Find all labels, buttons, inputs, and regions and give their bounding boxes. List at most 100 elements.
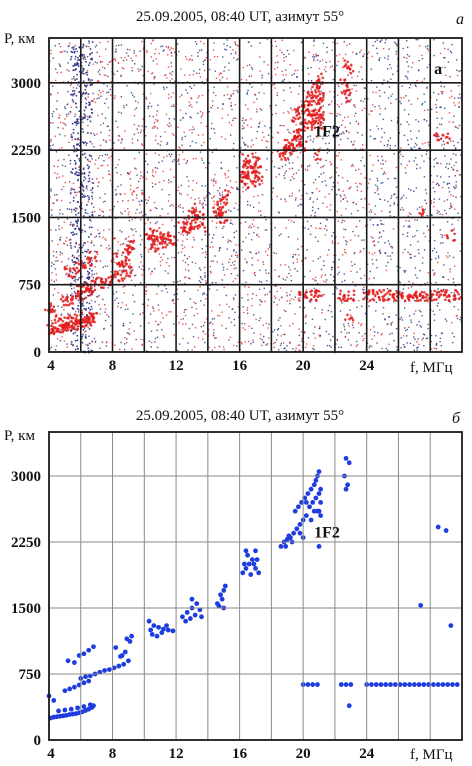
noise-speck bbox=[237, 208, 239, 211]
noise-speck bbox=[73, 146, 75, 148]
noise-speck bbox=[85, 330, 87, 332]
noise-speck bbox=[435, 334, 437, 337]
noise-speck bbox=[380, 167, 383, 170]
noise-speck bbox=[405, 219, 407, 222]
noise-speck bbox=[64, 118, 66, 120]
noise-speck bbox=[296, 69, 299, 72]
signal-point bbox=[322, 96, 325, 99]
noise-speck bbox=[438, 184, 440, 186]
noise-speck bbox=[49, 60, 51, 62]
noise-speck bbox=[140, 338, 142, 341]
signal-point bbox=[253, 170, 257, 174]
noise-speck bbox=[234, 41, 236, 43]
signal-point bbox=[153, 234, 156, 238]
noise-speck bbox=[406, 40, 408, 42]
signal-point bbox=[350, 316, 353, 320]
noise-speck bbox=[447, 182, 449, 185]
noise-speck bbox=[233, 318, 236, 321]
signal-point bbox=[386, 291, 389, 295]
noise-speck bbox=[77, 220, 79, 222]
noise-speck bbox=[297, 205, 299, 207]
noise-speck bbox=[341, 83, 343, 86]
noise-speck bbox=[88, 215, 91, 218]
noise-speck bbox=[355, 84, 357, 87]
noise-speck bbox=[83, 109, 86, 112]
noise-speck bbox=[82, 72, 85, 75]
noise-speck bbox=[321, 180, 323, 183]
signal-point bbox=[77, 262, 81, 266]
noise-speck bbox=[174, 80, 176, 82]
noise-speck bbox=[64, 124, 67, 126]
noise-speck bbox=[358, 299, 360, 302]
noise-speck bbox=[121, 139, 123, 141]
noise-speck bbox=[421, 339, 423, 341]
signal-point bbox=[107, 276, 110, 280]
noise-speck bbox=[363, 165, 366, 167]
noise-speck bbox=[314, 326, 316, 328]
noise-speck bbox=[284, 164, 287, 166]
noise-speck bbox=[131, 138, 134, 140]
noise-speck bbox=[154, 222, 157, 225]
noise-speck bbox=[301, 180, 303, 182]
noise-speck bbox=[92, 277, 95, 279]
signal-point bbox=[298, 299, 301, 302]
signal-point bbox=[433, 133, 436, 137]
noise-speck bbox=[135, 107, 138, 109]
noise-speck bbox=[115, 166, 117, 169]
signal-point bbox=[310, 128, 314, 131]
noise-speck bbox=[263, 335, 265, 338]
noise-speck bbox=[332, 185, 334, 188]
noise-speck bbox=[243, 127, 245, 129]
signal-point bbox=[240, 170, 244, 174]
noise-speck bbox=[83, 308, 85, 310]
signal-point bbox=[193, 210, 197, 214]
noise-speck bbox=[303, 331, 306, 333]
noise-speck bbox=[337, 83, 339, 85]
noise-speck bbox=[78, 190, 81, 193]
noise-speck bbox=[81, 207, 83, 210]
signal-point bbox=[60, 323, 63, 326]
noise-speck bbox=[89, 120, 92, 123]
noise-speck bbox=[244, 258, 246, 260]
noise-speck bbox=[206, 294, 208, 296]
noise-speck bbox=[201, 248, 203, 250]
noise-speck bbox=[363, 107, 366, 110]
noise-speck bbox=[117, 185, 119, 188]
noise-speck bbox=[452, 153, 455, 155]
noise-speck bbox=[169, 155, 172, 157]
noise-speck bbox=[225, 184, 228, 187]
noise-speck bbox=[65, 113, 68, 116]
noise-speck bbox=[328, 333, 330, 336]
noise-speck bbox=[406, 78, 409, 80]
noise-speck bbox=[105, 345, 108, 347]
noise-speck bbox=[91, 198, 94, 200]
noise-speck bbox=[183, 311, 185, 313]
noise-speck bbox=[246, 261, 248, 263]
noise-speck bbox=[139, 204, 141, 206]
noise-speck bbox=[459, 250, 462, 252]
noise-speck bbox=[372, 104, 374, 106]
noise-speck bbox=[316, 59, 319, 61]
noise-speck bbox=[171, 153, 173, 156]
noise-speck bbox=[340, 200, 342, 202]
noise-speck bbox=[199, 40, 202, 43]
signal-point bbox=[299, 122, 302, 125]
noise-speck bbox=[375, 259, 378, 261]
noise-speck bbox=[62, 175, 64, 177]
noise-speck bbox=[141, 65, 144, 68]
noise-speck bbox=[343, 194, 346, 196]
noise-speck bbox=[247, 145, 249, 148]
noise-speck bbox=[66, 69, 68, 71]
noise-speck bbox=[380, 223, 382, 225]
signal-point bbox=[300, 135, 303, 139]
noise-speck bbox=[124, 265, 127, 267]
signal-point bbox=[88, 250, 92, 254]
noise-speck bbox=[123, 285, 126, 287]
noise-speck bbox=[220, 167, 222, 169]
noise-speck bbox=[50, 265, 53, 267]
signal-point bbox=[151, 239, 155, 242]
noise-speck bbox=[57, 260, 59, 262]
noise-speck bbox=[439, 340, 441, 343]
noise-speck bbox=[282, 333, 285, 336]
noise-speck bbox=[87, 249, 89, 251]
